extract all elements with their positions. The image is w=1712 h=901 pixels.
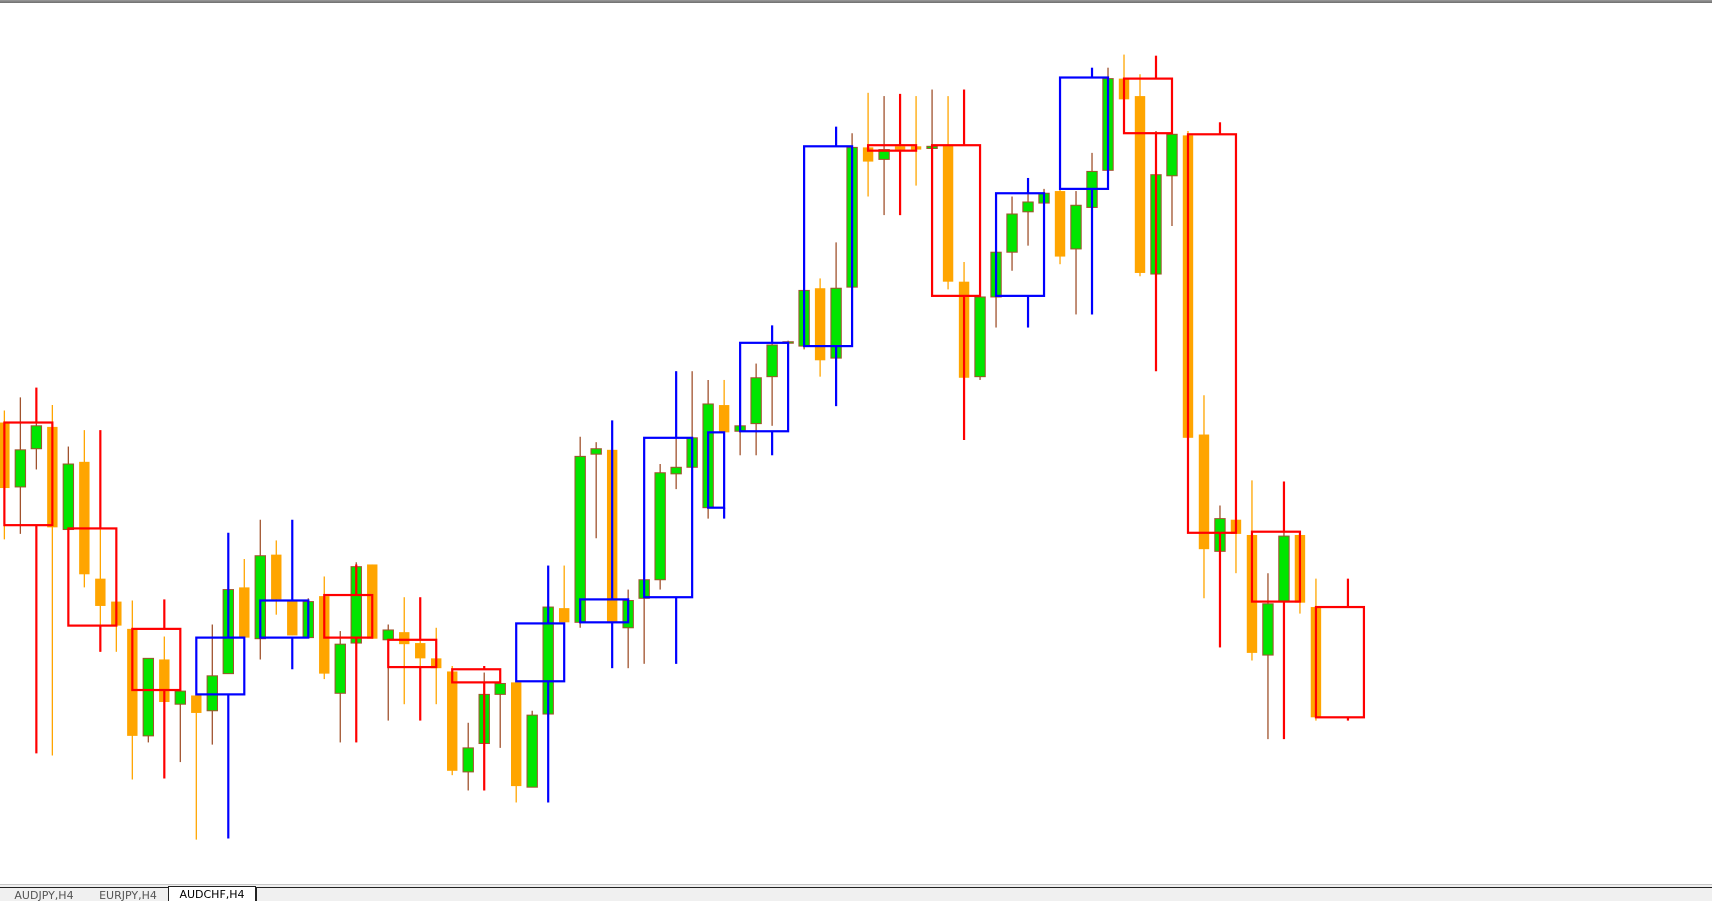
bear-candle-body xyxy=(511,682,522,787)
bull-candle-body xyxy=(174,690,187,705)
tab-audjpy-h4[interactable]: AUDJPY,H4 xyxy=(0,887,89,901)
htf-bull-box xyxy=(515,622,566,683)
bull-candle-body xyxy=(670,466,682,475)
bear-candle-body xyxy=(1054,191,1066,257)
bull-candle-body xyxy=(574,455,586,623)
htf-bear-box xyxy=(1250,530,1302,603)
htf-bear-box xyxy=(323,593,374,639)
bull-candle-body xyxy=(334,643,346,694)
bear-candle-body xyxy=(942,145,954,282)
bear-candle-body xyxy=(558,608,570,623)
bull-candle-body xyxy=(62,463,75,531)
bear-candle-body xyxy=(399,632,410,645)
bear-candle-body xyxy=(894,146,906,150)
htf-bear-box xyxy=(866,144,918,152)
htf-bull-box xyxy=(707,431,726,509)
htf-bull-box xyxy=(1058,76,1110,190)
tab-audchf-h4[interactable]: AUDCHF,H4 xyxy=(168,886,256,901)
bull-candle-body xyxy=(382,629,394,641)
bear-candle-body xyxy=(239,587,250,638)
bull-candle-body xyxy=(750,377,762,425)
bear-candle-body xyxy=(79,461,90,575)
bear-candle-body xyxy=(271,554,282,600)
htf-bear-box xyxy=(67,527,118,627)
htf-bull-box xyxy=(739,341,790,433)
htf-bear-box xyxy=(1314,605,1366,719)
tab-bar-empty-area xyxy=(256,887,1712,901)
bull-candle-body xyxy=(494,682,506,695)
bull-candle-body xyxy=(1278,535,1290,603)
bear-candle-body xyxy=(814,288,826,361)
htf-bull-box xyxy=(803,145,854,348)
bear-candle-body xyxy=(718,405,730,433)
bull-candle-body xyxy=(654,472,666,581)
candlestick-chart[interactable] xyxy=(0,3,1712,883)
chart-tab-bar: AUDJPY,H4 EURJPY,H4 AUDCHF,H4 xyxy=(0,884,1712,901)
bull-candle-body xyxy=(766,344,778,378)
htf-bear-box xyxy=(3,421,54,527)
bull-candle-body xyxy=(974,296,986,378)
tab-label: AUDCHF,H4 xyxy=(179,888,245,901)
htf-bear-box xyxy=(451,668,502,684)
bull-candle-body xyxy=(1166,133,1178,177)
bull-candle-body xyxy=(590,448,602,455)
bull-candle-body xyxy=(462,747,474,773)
tab-eurjpy-h4[interactable]: EURJPY,H4 xyxy=(88,887,169,901)
htf-bear-box xyxy=(1186,133,1238,534)
bear-candle-body xyxy=(95,578,106,606)
bear-candle-body xyxy=(447,671,458,771)
bear-candle-body xyxy=(191,695,202,713)
htf-bull-box xyxy=(643,436,694,599)
bear-candle-body xyxy=(287,600,298,636)
bull-candle-body xyxy=(1022,201,1034,213)
htf-bull-box xyxy=(195,636,246,696)
bull-candle-body xyxy=(30,425,43,450)
tab-label: EURJPY,H4 xyxy=(99,889,157,901)
bull-candle-body xyxy=(142,657,155,737)
bull-candle-body xyxy=(526,714,538,788)
chart-top-border xyxy=(0,0,1712,3)
bear-candle-body xyxy=(1134,96,1146,273)
htf-bull-box xyxy=(579,598,630,624)
htf-bear-box xyxy=(930,144,982,297)
bull-candle-body xyxy=(1006,213,1018,253)
bear-candle-body xyxy=(1198,434,1210,550)
htf-bear-box xyxy=(1122,77,1174,135)
htf-bear-box xyxy=(131,627,182,692)
bull-candle-body xyxy=(14,449,27,488)
htf-bull-box xyxy=(994,192,1046,297)
bear-candle-body xyxy=(415,643,426,659)
bear-candle-body xyxy=(159,659,170,703)
htf-bull-box xyxy=(259,599,310,639)
tab-label: AUDJPY,H4 xyxy=(14,889,74,901)
bull-candle-body xyxy=(1070,204,1082,250)
bull-candle-body xyxy=(1262,603,1274,656)
bear-candle-body xyxy=(862,147,874,162)
htf-bear-box xyxy=(387,638,438,669)
